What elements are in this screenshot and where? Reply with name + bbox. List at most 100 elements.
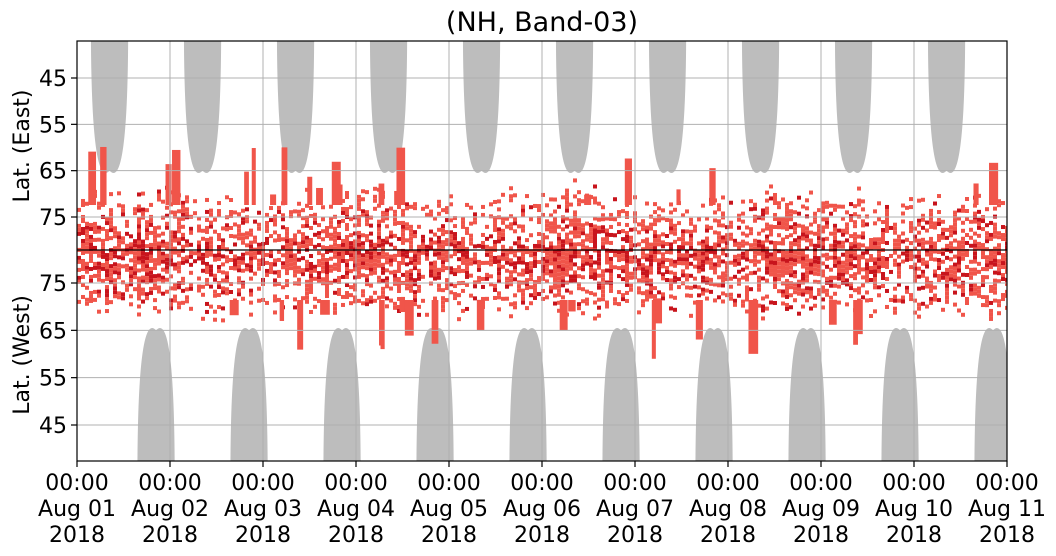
activity-cell: [301, 244, 305, 249]
activity-cell: [209, 236, 213, 241]
activity-cell: [309, 261, 313, 266]
activity-cell: [825, 256, 829, 261]
activity-cell: [661, 276, 665, 281]
activity-cell: [325, 230, 329, 235]
activity-cell: [557, 236, 561, 241]
activity-cell: [357, 254, 361, 259]
activity-cell: [661, 240, 665, 245]
activity-cell: [945, 287, 949, 292]
activity-cell: [161, 215, 165, 220]
night-lobe-east: [648, 41, 687, 174]
activity-cell: [509, 198, 513, 203]
activity-cell: [625, 262, 629, 267]
activity-cell: [581, 199, 585, 204]
activity-cell: [109, 208, 113, 213]
activity-cell: [821, 305, 825, 310]
activity-cell: [253, 251, 257, 256]
activity-cell: [805, 274, 809, 279]
activity-cell: [553, 217, 557, 222]
activity-cell: [645, 273, 649, 278]
activity-cell: [569, 250, 573, 255]
activity-cell: [353, 299, 357, 304]
activity-cell: [449, 282, 453, 287]
activity-cell: [413, 302, 417, 307]
activity-cell: [245, 231, 249, 236]
activity-cell: [953, 290, 957, 295]
activity-cell: [349, 301, 353, 306]
activity-cell: [241, 284, 245, 289]
activity-cell: [521, 244, 525, 249]
activity-cell: [97, 289, 101, 294]
activity-cell: [273, 294, 277, 299]
activity-cell: [597, 265, 601, 270]
activity-cell: [821, 253, 825, 258]
activity-cell: [445, 250, 449, 255]
activity-cell: [393, 217, 397, 222]
activity-cell: [405, 278, 409, 283]
activity-cell: [653, 254, 657, 259]
activity-cell: [337, 263, 341, 268]
activity-cell: [621, 257, 625, 262]
activity-cell: [865, 250, 869, 255]
activity-cell: [681, 233, 685, 238]
activity-cell: [105, 285, 109, 290]
activity-cell: [649, 270, 653, 275]
activity-cell: [93, 289, 97, 294]
activity-cell: [829, 255, 833, 260]
activity-cell: [385, 216, 389, 221]
activity-cell: [133, 255, 137, 260]
activity-cell: [601, 229, 605, 234]
activity-cell: [801, 236, 805, 241]
activity-cell: [745, 241, 749, 246]
activity-cell: [129, 246, 133, 251]
activity-cell: [553, 281, 557, 286]
activity-cell: [249, 256, 253, 261]
activity-cell: [833, 231, 837, 236]
activity-cell: [773, 284, 777, 289]
activity-cell: [785, 278, 789, 283]
activity-cell: [185, 255, 189, 260]
activity-cell: [649, 290, 653, 295]
activity-cell: [861, 255, 865, 260]
activity-cell: [773, 244, 777, 249]
activity-cell: [409, 244, 413, 249]
activity-cell: [677, 257, 681, 262]
activity-cell: [893, 226, 897, 231]
activity-cell: [801, 272, 805, 277]
activity-cell: [509, 214, 513, 219]
activity-cell: [657, 238, 661, 243]
activity-cell: [325, 246, 329, 251]
activity-cell: [221, 226, 225, 231]
activity-cell: [929, 208, 933, 213]
activity-cell: [593, 268, 597, 273]
activity-cell: [185, 259, 189, 264]
activity-cell: [437, 251, 441, 256]
activity-cell: [157, 241, 161, 246]
activity-cell: [969, 283, 973, 288]
activity-cell: [165, 241, 169, 246]
activity-cell: [745, 309, 749, 314]
activity-cell: [321, 277, 325, 282]
activity-cell: [445, 238, 449, 243]
activity-cell: [333, 302, 337, 307]
activity-cell: [113, 290, 117, 295]
activity-cell: [725, 245, 729, 250]
activity-cell: [269, 234, 273, 239]
activity-cell: [353, 223, 357, 228]
activity-cell: [845, 230, 849, 235]
activity-cell: [641, 239, 645, 244]
activity-cell: [573, 222, 577, 227]
activity-cell: [445, 282, 449, 287]
activity-cell: [145, 272, 149, 277]
activity-cell: [561, 219, 565, 224]
activity-cell: [993, 206, 997, 211]
activity-cell: [589, 227, 593, 232]
activity-cell: [181, 288, 185, 293]
activity-cell: [361, 257, 365, 262]
activity-cell: [405, 222, 409, 227]
activity-cell: [225, 247, 229, 252]
activity-cell: [209, 248, 213, 253]
activity-cell: [593, 276, 597, 281]
activity-cell: [933, 273, 937, 278]
activity-cell: [89, 298, 93, 303]
